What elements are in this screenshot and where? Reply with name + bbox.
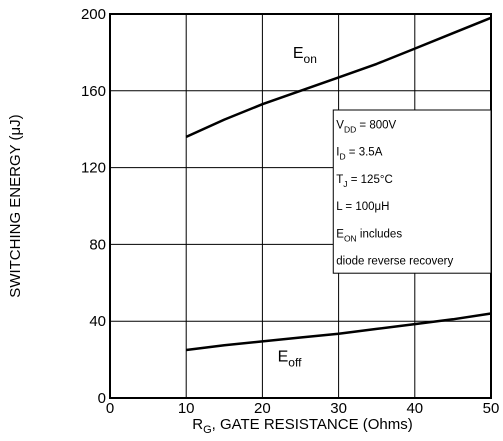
- condition-diode-recovery: diode reverse recovery: [336, 255, 453, 267]
- x-axis-label: RG, GATE RESISTANCE (Ohms): [192, 416, 413, 436]
- condition-vdd: VDD = 800V: [336, 119, 396, 134]
- y-axis-label: SWITCHING ENERGY (μJ): [7, 114, 24, 297]
- tick-labels: 0 10 20 30 40 50 0 40 80 120 160 200: [81, 6, 499, 417]
- y-tick-label: 120: [81, 160, 106, 177]
- y-tick-label: 0: [98, 390, 106, 407]
- y-tick-label: 80: [89, 236, 106, 253]
- series-line-eoff: [186, 312, 492, 352]
- series-label-eoff: Eoff: [278, 349, 302, 370]
- x-tick-label: 0: [106, 400, 114, 417]
- y-tick-label: 160: [81, 83, 106, 100]
- condition-id: ID = 3.5A: [336, 147, 382, 162]
- condition-inductance: L = 100μH: [336, 201, 389, 213]
- series-line-eon: [185, 16, 492, 139]
- x-tick-label: 50: [483, 400, 500, 417]
- y-tick-label: 40: [89, 313, 106, 330]
- series-layer: [185, 16, 492, 352]
- x-tick-label: 10: [178, 400, 195, 417]
- condition-eon-includes: EON includes: [336, 228, 402, 243]
- series-label-eon: Eon: [293, 45, 317, 66]
- x-tick-label: 20: [254, 400, 271, 417]
- condition-tj: TJ = 125°C: [336, 174, 392, 189]
- conditions-frame: [332, 109, 492, 274]
- x-tick-label: 40: [406, 400, 423, 417]
- x-tick-label: 30: [330, 400, 347, 417]
- y-tick-label: 200: [81, 6, 106, 23]
- test-conditions-box: VDD = 800V ID = 3.5A TJ = 125°C L = 100μ…: [332, 109, 492, 274]
